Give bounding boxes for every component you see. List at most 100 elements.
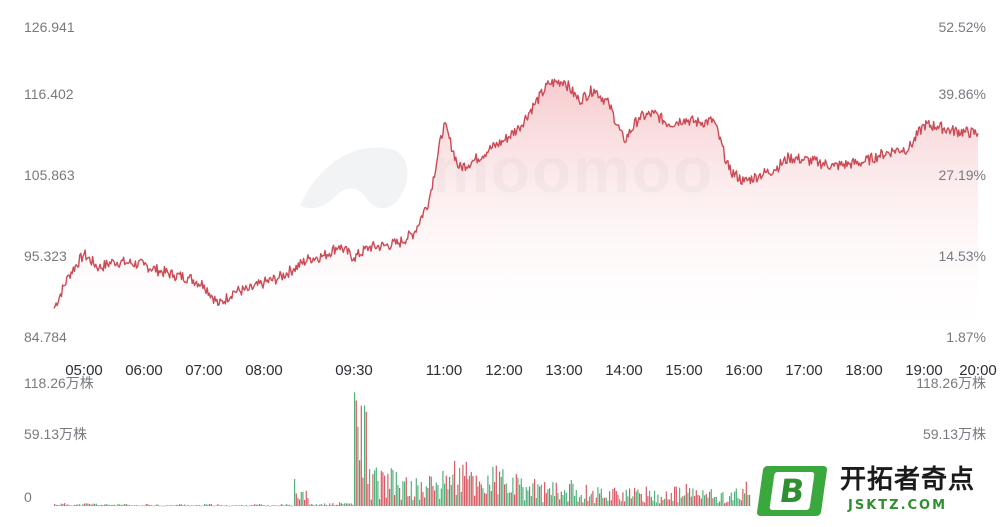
volume-bar <box>747 494 749 506</box>
volume-bar <box>742 488 744 506</box>
volume-bar <box>597 487 599 506</box>
volume-bar <box>619 499 621 506</box>
volume-bar <box>542 502 544 506</box>
volume-bar <box>80 505 82 507</box>
volume-bar <box>132 505 134 507</box>
volume-bar <box>290 505 292 507</box>
volume-bar <box>604 497 606 506</box>
volume-bar <box>399 487 401 506</box>
volume-bar <box>359 460 361 506</box>
volume-bar <box>674 486 676 506</box>
volume-bar <box>339 502 341 506</box>
volume-bar <box>322 505 324 506</box>
volume-bar <box>140 505 142 507</box>
volume-bar <box>407 496 409 506</box>
price-area-fill <box>54 79 978 345</box>
volume-bar <box>199 505 201 506</box>
volume-bar <box>54 503 56 506</box>
volume-bar <box>239 505 241 506</box>
volume-bar <box>412 500 414 506</box>
volume-bar <box>299 499 301 506</box>
volume-bar <box>75 504 77 506</box>
volume-bar <box>405 477 407 506</box>
volume-bar <box>270 505 272 507</box>
time-tick: 15:00 <box>665 362 703 379</box>
volume-bar <box>744 493 746 506</box>
volume-bar <box>134 505 136 506</box>
volume-bar <box>112 504 114 506</box>
volume-bar <box>307 498 309 506</box>
volume-bar <box>437 485 439 506</box>
volume-bar <box>517 477 519 506</box>
volume-bar <box>197 505 199 506</box>
brand-logo: B 开拓者奇点 JSKTZ.COM <box>756 462 994 520</box>
time-tick: 14:00 <box>605 362 643 379</box>
volume-bar <box>657 494 659 506</box>
price-tick-right: 27.19% <box>939 167 986 183</box>
volume-bar <box>585 484 587 506</box>
volume-bar <box>449 476 451 506</box>
volume-bar <box>575 490 577 506</box>
volume-bar <box>665 491 667 506</box>
volume-bar <box>469 475 471 506</box>
time-tick: 16:00 <box>725 362 763 379</box>
volume-bar <box>690 496 692 506</box>
volume-bar <box>649 490 651 506</box>
volume-bar <box>284 505 286 507</box>
volume-bar <box>662 499 664 506</box>
volume-bar <box>687 492 689 506</box>
volume-bar <box>415 478 417 506</box>
volume-bar <box>207 504 209 506</box>
volume-bar <box>95 503 97 506</box>
volume-bar <box>730 492 732 506</box>
volume-bar <box>584 498 586 506</box>
volume-bar <box>257 504 259 506</box>
volume-tick-right: 59.13万株 <box>923 426 986 442</box>
volume-bar <box>539 486 541 506</box>
volume-bar <box>335 504 337 506</box>
volume-bar <box>602 497 604 506</box>
volume-bar <box>390 468 392 506</box>
volume-bar <box>215 505 217 506</box>
volume-bar <box>285 504 287 506</box>
volume-bar <box>655 502 657 506</box>
volume-bar <box>452 474 454 506</box>
volume-bar <box>350 503 352 506</box>
volume-bar <box>259 504 261 506</box>
volume-bar <box>527 490 529 506</box>
volume-bar <box>110 505 112 506</box>
volume-bar <box>120 504 122 506</box>
volume-bar <box>547 489 549 506</box>
time-tick: 08:00 <box>245 362 283 379</box>
volume-bar <box>722 492 724 506</box>
volume-bar <box>192 505 194 506</box>
volume-bar <box>370 499 372 506</box>
volume-bar <box>102 505 104 506</box>
volume-bar <box>189 505 191 507</box>
volume-bar <box>320 504 322 506</box>
volume-bar <box>89 504 91 506</box>
volume-bar <box>224 505 226 507</box>
volume-bar <box>125 504 127 506</box>
volume-bar <box>434 490 436 506</box>
volume-bar <box>404 481 406 506</box>
volume-bar <box>737 497 739 506</box>
volume-bar <box>630 498 632 506</box>
volume-bar <box>492 466 494 506</box>
volume-bar <box>670 493 672 506</box>
volume-bar <box>202 505 204 507</box>
volume-bar <box>504 484 506 506</box>
volume-bar <box>57 505 59 506</box>
volume-bar <box>634 487 636 506</box>
volume-bar <box>265 505 267 507</box>
volume-bar <box>344 503 346 506</box>
volume-bar <box>567 501 569 506</box>
volume-bar <box>300 492 302 506</box>
volume-bar <box>565 492 567 506</box>
price-axis-labels: 126.941 116.402 105.863 95.323 84.784 52.52% 3… <box>24 19 986 345</box>
volume-bar <box>680 497 682 506</box>
volume-bar <box>622 492 624 506</box>
volume-bar <box>460 491 462 506</box>
volume-bar <box>237 505 239 507</box>
